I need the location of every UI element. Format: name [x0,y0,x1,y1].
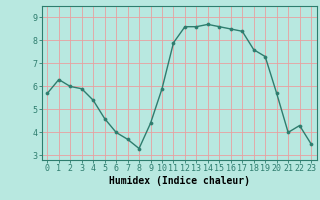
X-axis label: Humidex (Indice chaleur): Humidex (Indice chaleur) [109,176,250,186]
